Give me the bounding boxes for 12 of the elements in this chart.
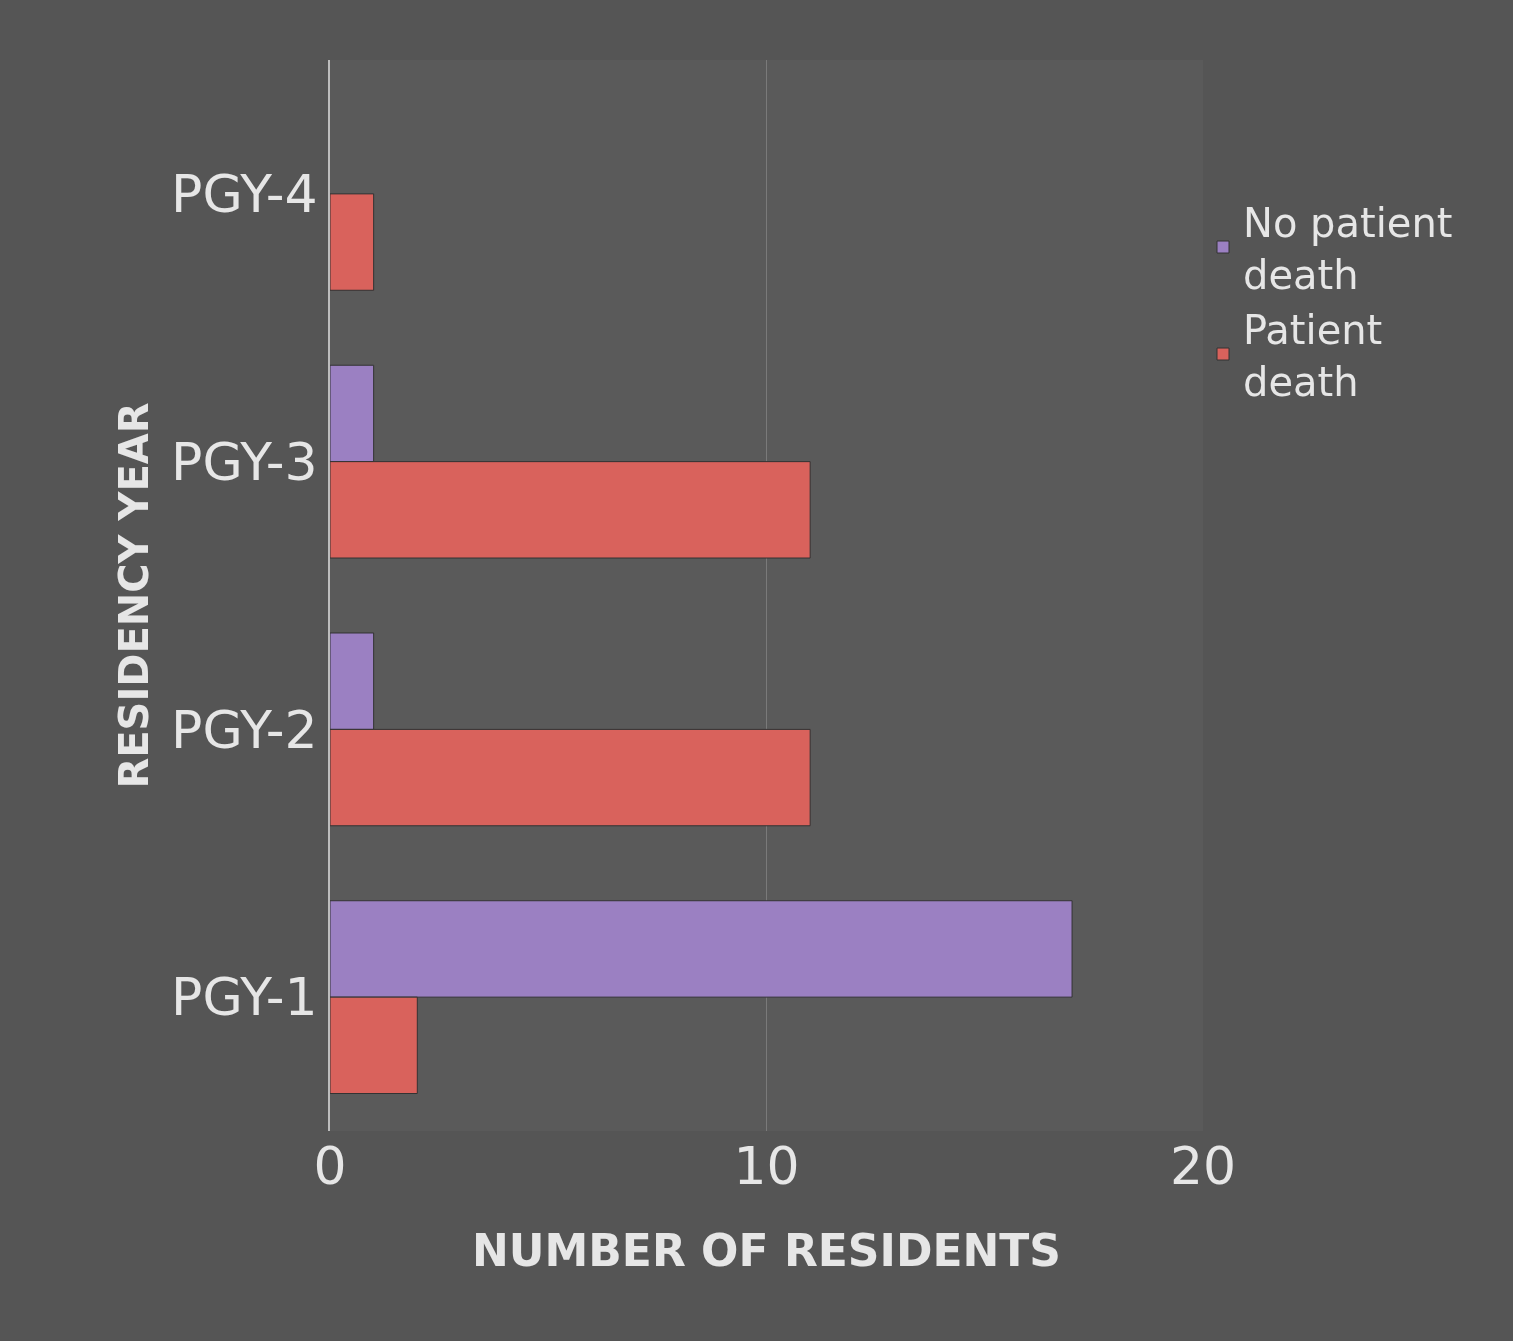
x-tick-label: 10 xyxy=(733,1136,800,1196)
bar xyxy=(330,193,375,291)
y-tick-label: PGY-1 xyxy=(171,967,318,1028)
x-tick-label: 0 xyxy=(313,1136,347,1196)
y-tick-label: PGY-3 xyxy=(171,431,318,492)
legend-label: Patient death xyxy=(1243,306,1383,405)
x-axis-title: NUMBER OF RESIDENTS xyxy=(471,1225,1062,1277)
y-axis-title: RESIDENCY YEAR xyxy=(111,402,158,789)
x-tick-label: 20 xyxy=(1169,1136,1237,1196)
legend-label: No patient death xyxy=(1243,199,1453,298)
y-tick-label: PGY-2 xyxy=(171,699,318,760)
y-tick-label: PGY-4 xyxy=(171,164,318,225)
